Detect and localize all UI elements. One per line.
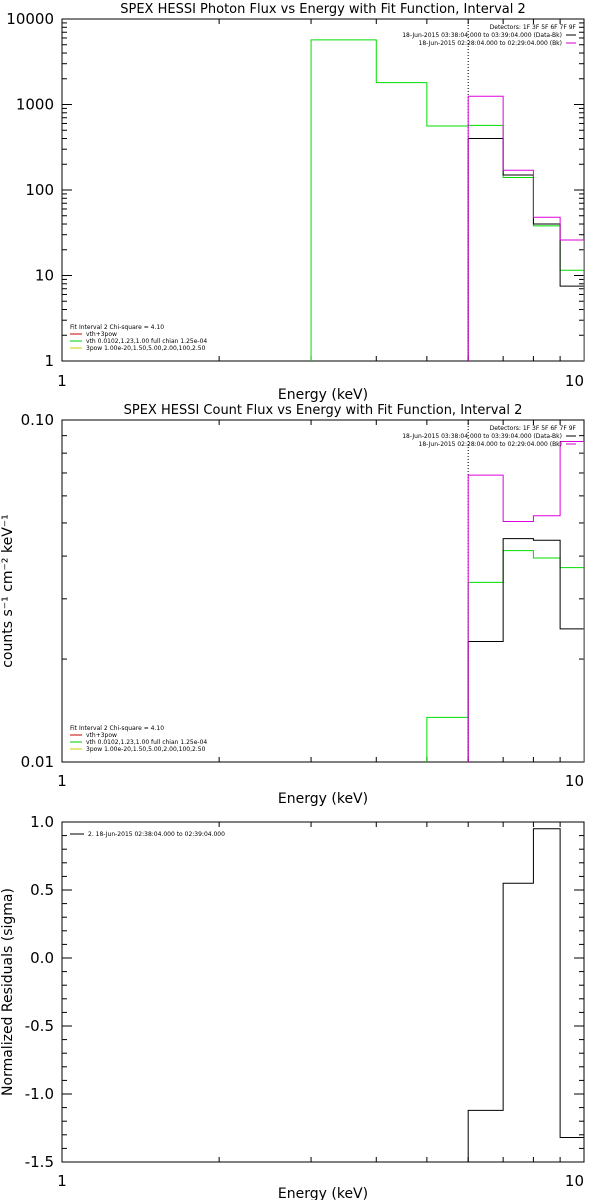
series-group — [310, 39, 584, 361]
y-tick-label: 100 — [25, 181, 54, 199]
detector-header-line: 18-Jun-2015 02:28:04.000 to 02:29:04.000… — [419, 441, 562, 448]
legend-entry: 3pow 1.00e-20,1.50,5.00,2.00,100,2.50 — [86, 345, 206, 352]
y-tick-label: -1.0 — [25, 1085, 54, 1103]
legend-entry: 3pow 1.00e-20,1.50,5.00,2.00,100,2.50 — [86, 746, 206, 753]
legend-entry: vth+3pow — [86, 331, 117, 338]
y-tick-label: 0.01 — [21, 753, 54, 771]
y-axis-ticks — [62, 419, 584, 763]
series-step-line-3 — [467, 95, 584, 361]
legend-entry: vth 0.0102,1.23,1.00 full chian 1.25e-04 — [86, 338, 207, 345]
x-tick-label: 10 — [565, 1172, 584, 1190]
legend-entry: vth+3pow — [86, 732, 117, 739]
y-tick-label: 1000 — [16, 96, 54, 114]
detector-header-line: 18-Jun-2015 03:38:04.000 to 03:39:04.000… — [402, 433, 562, 440]
y-tick-label: 0.10 — [21, 411, 54, 429]
y-axis-label: counts s⁻¹ cm⁻² keV⁻¹ — [0, 514, 16, 668]
plot-frame — [61, 18, 585, 362]
y-axis-label: Normalized Residuals (sigma) — [0, 888, 16, 1096]
chart-title: SPEX HESSI Count Flux vs Energy with Fit… — [124, 403, 523, 418]
x-axis-label: Energy (keV) — [278, 791, 368, 807]
y-axis-ticks — [62, 821, 584, 1163]
y-tick-label: 1.0 — [30, 813, 54, 831]
x-axis-label: Energy (keV) — [278, 1186, 368, 1200]
x-tick-label: 1 — [57, 772, 67, 790]
legend-entry: vth 0.0102,1.23,1.00 full chian 1.25e-04 — [86, 739, 207, 746]
x-tick-label: 10 — [565, 772, 584, 790]
y-tick-label: 0.0 — [30, 949, 54, 967]
series-step-line-3 — [467, 441, 584, 762]
legend-entry: 2. 18-Jun-2015 02:38:04.000 to 02:39:04.… — [88, 831, 225, 838]
y-tick-label: -0.5 — [25, 1017, 54, 1035]
series-step-line-1 — [310, 39, 584, 361]
series-group — [467, 828, 584, 1162]
chart-panel-3: 1 10 Energy (keV) -1.5 -1.0 -0.5 0.0 0.5 1.0 Norm… — [0, 813, 585, 1200]
plot-frame — [61, 419, 585, 763]
y-tick-label: -1.5 — [25, 1153, 54, 1171]
x-axis-ticks — [218, 822, 561, 1162]
x-axis-ticks — [218, 420, 561, 762]
detector-header-line: Detectors: 1F 3F 5F 6F 7F 9F — [490, 425, 577, 432]
y-tick-label: 10 — [35, 267, 54, 285]
y-tick-label: 10000 — [6, 10, 54, 28]
x-axis-label: Energy (keV) — [278, 387, 368, 403]
chart-panel-1: SPEX HESSI Photon Flux vs Energy with Fi… — [6, 2, 585, 403]
series-step-line-1 — [467, 828, 584, 1162]
chart-title: SPEX HESSI Photon Flux vs Energy with Fi… — [120, 2, 526, 17]
x-axis-ticks — [218, 19, 561, 361]
detector-header-line: 18-Jun-2015 02:28:04.000 to 02:29:04.000… — [419, 40, 562, 47]
legend-entry: Fit Interval 2 Chi-square = 4.10 — [70, 725, 164, 732]
series-group — [426, 441, 584, 762]
y-tick-label: 1 — [44, 352, 54, 370]
y-axis-ticks — [62, 18, 584, 362]
plot-frame — [61, 821, 585, 1163]
y-tick-label: 0.5 — [30, 881, 54, 899]
detector-header-line: 18-Jun-2015 03:38:04.000 to 03:39:04.000… — [402, 32, 562, 39]
x-tick-label: 1 — [57, 1172, 67, 1190]
series-step-line-2 — [467, 138, 584, 361]
x-tick-label: 10 — [565, 372, 584, 390]
series-step-line-1 — [426, 550, 584, 762]
series-step-line-2 — [467, 538, 584, 762]
chart-panel-2: SPEX HESSI Count Flux vs Energy with Fit… — [0, 403, 585, 807]
detector-header-line: Detectors: 1F 3F 5F 6F 7F 9F — [490, 24, 577, 31]
x-tick-label: 1 — [57, 372, 67, 390]
legend-entry: Fit Interval 2 Chi-square = 4.10 — [70, 324, 164, 331]
